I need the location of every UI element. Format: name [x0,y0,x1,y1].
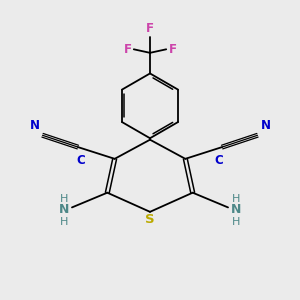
Text: N: N [231,203,242,216]
Text: C: C [215,154,224,166]
Text: H: H [59,194,68,204]
Text: S: S [145,213,155,226]
Text: N: N [260,119,270,132]
Text: F: F [169,43,176,56]
Text: F: F [124,43,131,56]
Text: F: F [146,22,154,35]
Text: N: N [30,119,40,132]
Text: H: H [232,194,241,204]
Text: C: C [76,154,85,166]
Text: H: H [59,217,68,226]
Text: N: N [58,203,69,216]
Text: H: H [232,217,241,226]
